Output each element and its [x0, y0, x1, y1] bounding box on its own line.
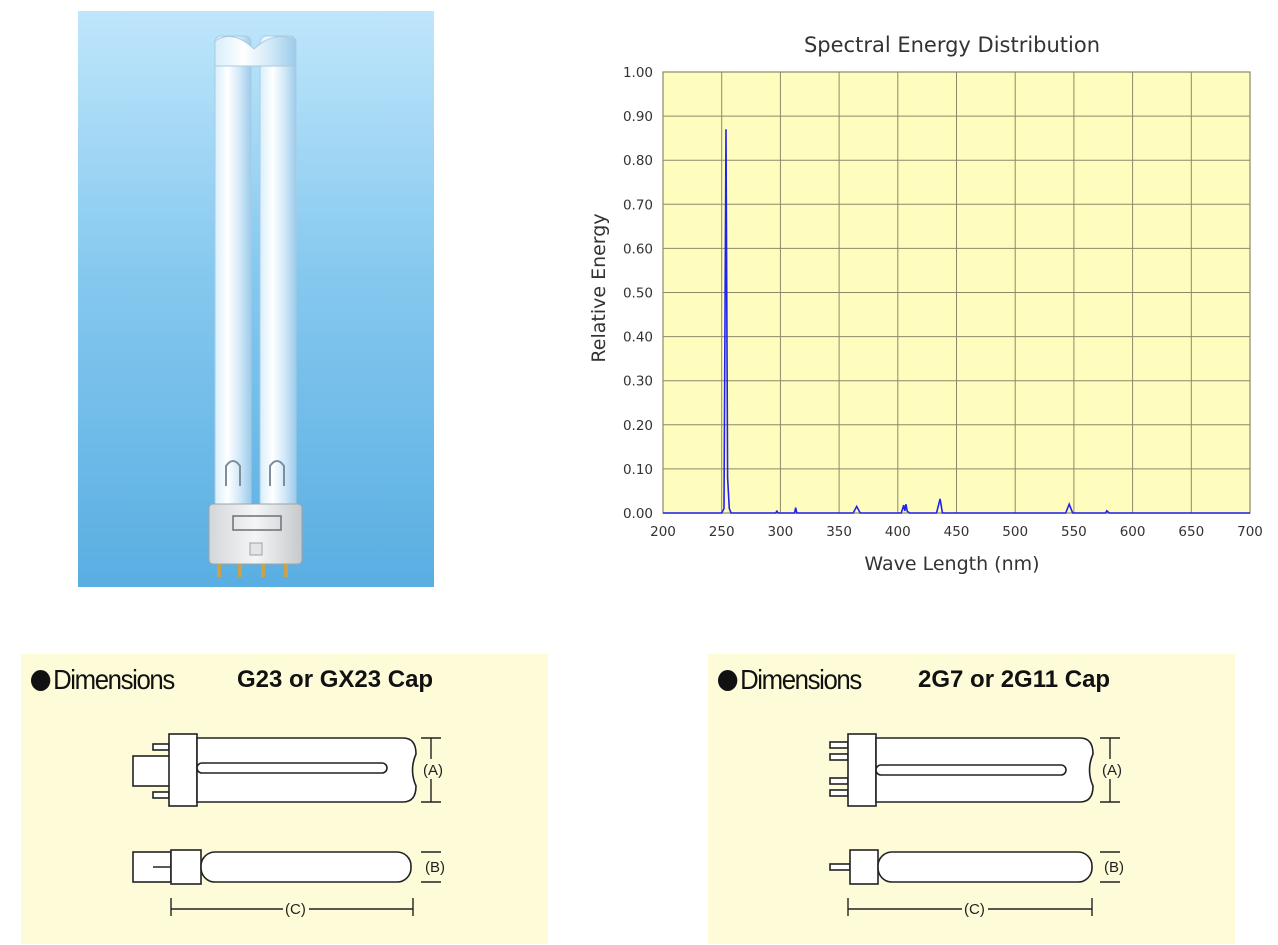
y-tick-label: 0.40	[623, 330, 653, 346]
dimensions-heading: Dimensions	[718, 664, 862, 696]
x-tick-label: 200	[650, 524, 676, 540]
x-axis-label: Wave Length (nm)	[864, 553, 1039, 575]
y-tick-label: 0.00	[623, 506, 653, 522]
y-tick-label: 0.90	[623, 109, 653, 125]
dimensions-heading-text: Dimensions	[740, 664, 862, 695]
y-axis-label: Relative Energy	[588, 213, 610, 362]
dimension-b-label: (B)	[425, 859, 445, 876]
dimension-c-label: (C)	[285, 901, 306, 918]
y-tick-label: 0.80	[623, 153, 653, 169]
lamp-dimension-drawing: (A) (B) (C)	[829, 733, 1124, 918]
x-tick-label: 250	[709, 524, 735, 540]
chart-svg: 200 250 300 350 400 450 500 550 600 650 700 0.000.…	[588, 33, 1263, 575]
y-tick-label: 0.70	[623, 197, 653, 213]
dimension-c-label: (C)	[964, 901, 985, 918]
x-tick-label: 650	[1178, 524, 1204, 540]
x-tick-label: 600	[1120, 524, 1146, 540]
spectrum-line	[663, 129, 1250, 514]
y-tick-label: 0.10	[623, 462, 653, 478]
bullet-icon	[31, 670, 51, 691]
lamp-dimension-drawing: (A) (B) (C)	[132, 733, 445, 918]
dimension-a-label: (A)	[423, 762, 443, 779]
y-tick-label: 0.20	[623, 418, 653, 434]
x-tick-labels: 200 250 300 350 400 450 500 550 600 650 700	[650, 524, 1263, 540]
dimensions-panel-g23: Dimensions G23 or GX23 Cap	[21, 654, 548, 944]
cap-type-label: G23 or GX23 Cap	[237, 666, 434, 693]
y-tick-label: 0.50	[623, 286, 653, 302]
x-tick-label: 300	[768, 524, 794, 540]
y-tick-label: 0.60	[623, 241, 653, 257]
x-tick-label: 400	[885, 524, 911, 540]
x-tick-label: 700	[1237, 524, 1263, 540]
spectral-chart: 200 250 300 350 400 450 500 550 600 650 700 0.00 0.…	[580, 25, 1270, 585]
dimensions-heading-text: Dimensions	[53, 664, 175, 695]
lamp-photo	[78, 11, 434, 587]
dimension-b-label: (B)	[1104, 859, 1124, 876]
chart-title: Spectral Energy Distribution	[804, 33, 1100, 57]
y-tick-labels: 0.00 0.10 0.20 0.30 0.40 0.50 0.60 0.70 0.80 0.90…	[623, 65, 653, 522]
x-tick-label: 500	[1002, 524, 1028, 540]
y-tick-label: 0.30	[623, 374, 653, 390]
dimensions-heading: Dimensions	[31, 664, 175, 696]
cap-type-label: 2G7 or 2G11 Cap	[918, 666, 1111, 693]
x-tick-label: 350	[826, 524, 852, 540]
dimension-a-label: (A)	[1102, 762, 1122, 779]
dimensions-panel-2g7: Dimensions 2G7 or 2G11 Cap	[708, 654, 1235, 944]
x-tick-label: 550	[1061, 524, 1087, 540]
grid-lines	[662, 71, 1251, 514]
uv-lamp-illustration	[208, 35, 303, 577]
x-tick-label: 450	[944, 524, 970, 540]
y-tick-label: 1.00	[623, 65, 653, 81]
bullet-icon	[718, 670, 738, 691]
